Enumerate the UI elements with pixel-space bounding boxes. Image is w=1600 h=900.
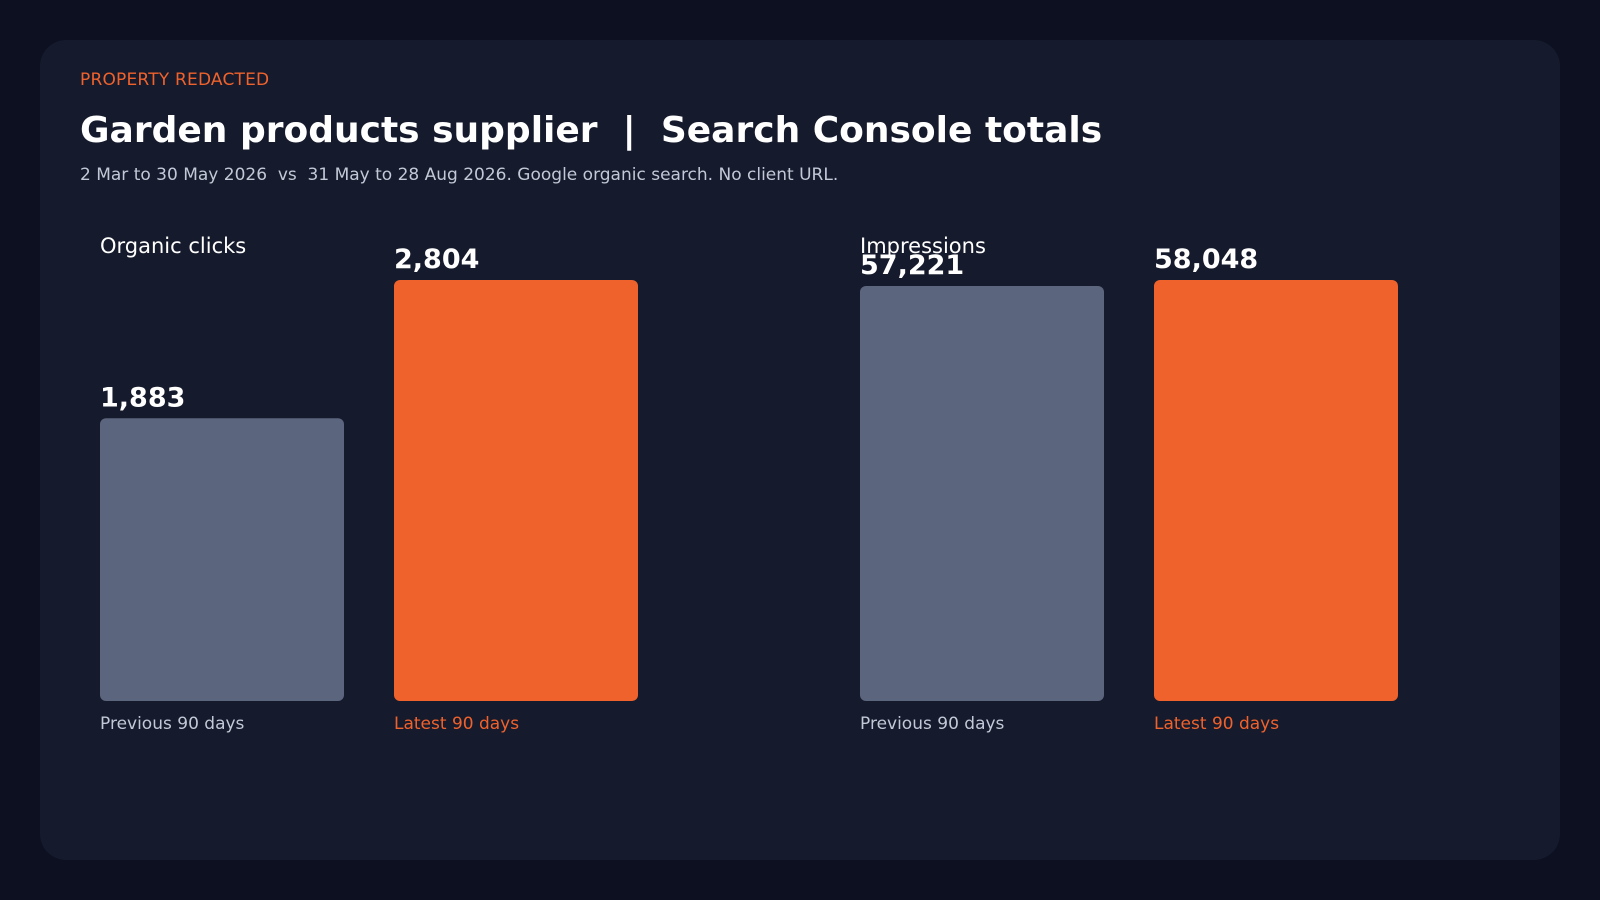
value-label: 57,221 [860,250,964,281]
value-label: 2,804 [394,244,479,275]
bar-previous [100,418,344,701]
value-label: 1,883 [100,382,185,413]
category-label: Latest 90 days [1154,714,1279,734]
chart-title: Impressions [860,234,986,258]
category-label: Latest 90 days [394,714,519,734]
chart-panel-0: Organic clicks 1,883 Previous 90 days 2,804… [100,234,638,734]
bar-latest [394,280,638,701]
category-label: Previous 90 days [100,714,245,734]
property-label: PROPERTY REDACTED [80,70,270,90]
value-label: 58,048 [1154,244,1258,275]
chart-title: Organic clicks [100,234,246,258]
page-subtitle: 2 Mar to 30 May 2026 vs 31 May to 28 Aug… [80,165,839,185]
category-label: Previous 90 days [860,714,1005,734]
bar-latest [1154,280,1398,701]
bar-previous [860,285,1104,701]
page-title: Garden products supplier | Search Consol… [80,110,1103,151]
